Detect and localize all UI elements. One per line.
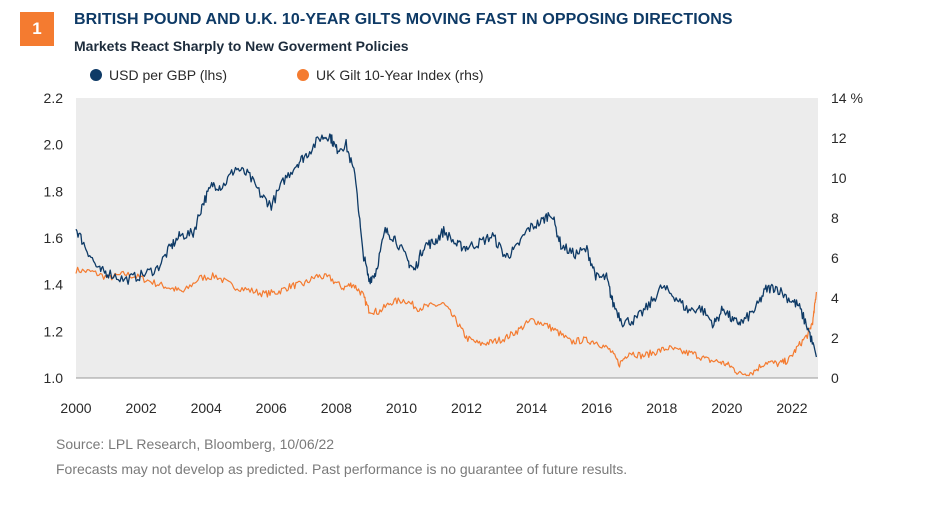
legend-item-usd-gbp: USD per GBP (lhs) xyxy=(90,67,227,83)
y-left-tick-label: 1.0 xyxy=(44,370,64,386)
x-tick-label: 2008 xyxy=(321,400,352,416)
y-left-tick-label: 1.8 xyxy=(44,183,64,199)
x-tick-label: 2002 xyxy=(126,400,157,416)
x-tick-label: 2016 xyxy=(581,400,612,416)
x-tick-label: 2018 xyxy=(646,400,677,416)
y-right-tick-label: 12 xyxy=(831,130,847,146)
y-left-tick-label: 2.0 xyxy=(44,137,64,153)
legend-dot-gilt xyxy=(297,69,309,81)
y-left-tick-label: 1.4 xyxy=(44,277,64,293)
y-right-tick-label: 2 xyxy=(831,330,839,346)
chart-title: BRITISH POUND AND U.K. 10-YEAR GILTS MOV… xyxy=(74,11,733,28)
x-tick-label: 2006 xyxy=(256,400,287,416)
x-tick-label: 2004 xyxy=(191,400,222,416)
legend-label-usd-gbp: USD per GBP (lhs) xyxy=(109,67,227,83)
x-tick-label: 2022 xyxy=(776,400,807,416)
y-right-tick-label: 6 xyxy=(831,250,839,266)
y-left-tick-label: 1.2 xyxy=(44,323,64,339)
y-right-tick-label: 0 xyxy=(831,370,839,386)
y-right-tick-label: 4 xyxy=(831,290,839,306)
x-tick-label: 2010 xyxy=(386,400,417,416)
series-line-gilt xyxy=(75,266,817,377)
y-left-tick-label: 2.2 xyxy=(44,90,64,106)
legend-label-gilt: UK Gilt 10-Year Index (rhs) xyxy=(316,67,484,83)
series-line-usd-gbp xyxy=(75,133,818,358)
chart-subtitle: Markets React Sharply to New Goverment P… xyxy=(74,38,409,54)
source-note: Source: LPL Research, Bloomberg, 10/06/2… xyxy=(56,436,335,452)
legend-dot-usd-gbp xyxy=(90,69,102,81)
y-right-tick-label: 14 % xyxy=(831,90,863,106)
x-tick-label: 2000 xyxy=(60,400,91,416)
x-tick-label: 2014 xyxy=(516,400,547,416)
x-tick-label: 2012 xyxy=(451,400,482,416)
y-right-tick-label: 10 xyxy=(831,170,847,186)
x-tick-label: 2020 xyxy=(711,400,742,416)
figure-number-badge: 1 xyxy=(20,12,54,46)
y-left-tick-label: 1.6 xyxy=(44,230,64,246)
legend-item-gilt: UK Gilt 10-Year Index (rhs) xyxy=(297,67,484,83)
y-right-tick-label: 8 xyxy=(831,210,839,226)
chart-legend: USD per GBP (lhs) UK Gilt 10-Year Index … xyxy=(90,67,554,83)
disclaimer-note: Forecasts may not develop as predicted. … xyxy=(56,461,628,477)
